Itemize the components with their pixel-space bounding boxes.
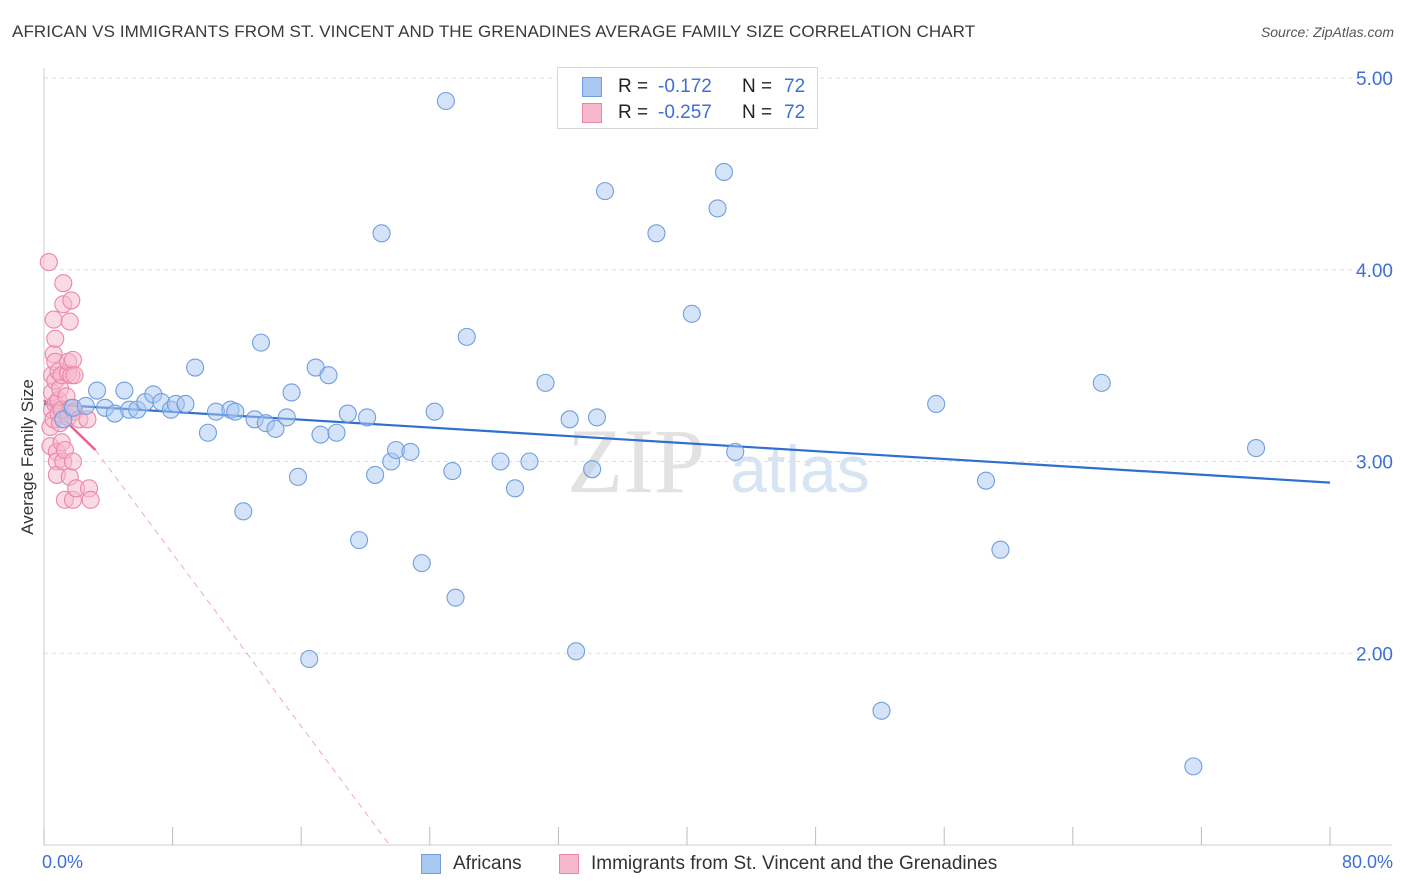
blue-point xyxy=(536,373,555,392)
blue-point xyxy=(1247,439,1266,458)
pink-points xyxy=(39,253,100,509)
blue-point xyxy=(436,91,455,111)
blue-point xyxy=(872,701,891,720)
blue-point xyxy=(366,465,385,484)
pink-point xyxy=(63,350,82,369)
blue-point xyxy=(682,304,701,323)
blue-point xyxy=(186,358,205,377)
legend-n-value: 72 xyxy=(784,102,806,123)
pink-point xyxy=(54,274,73,293)
blue-point xyxy=(198,423,218,442)
blue-point xyxy=(708,199,727,218)
bottom-legend-swatch-blue xyxy=(421,854,441,874)
blue-point xyxy=(282,383,301,402)
y-tick-label: 4.00 xyxy=(1356,261,1393,282)
blue-point xyxy=(1092,373,1111,392)
pink-trendline-extended xyxy=(95,449,391,846)
pink-point xyxy=(81,490,100,509)
blue-point xyxy=(446,588,465,607)
blue-point xyxy=(1184,757,1203,776)
blue-point xyxy=(251,333,271,352)
blue-point xyxy=(587,408,607,427)
blue-point xyxy=(457,327,476,346)
correlation-legend: R = -0.172 N = 72 R = -0.257 N = 72 xyxy=(557,67,818,129)
blue-point xyxy=(401,442,420,461)
blue-point xyxy=(412,554,431,573)
blue-point xyxy=(595,182,615,201)
y-tick-label: 5.00 xyxy=(1356,69,1393,90)
blue-point xyxy=(266,419,285,438)
blue-point xyxy=(176,394,195,414)
legend-swatch-blue xyxy=(582,77,602,97)
pink-trendline xyxy=(43,399,391,846)
legend-r-label: R = xyxy=(618,102,649,123)
bottom-legend-immigrants: Immigrants from St. Vincent and the Gren… xyxy=(559,850,997,878)
chart-source: Source: ZipAtlas.com xyxy=(1260,24,1394,40)
blue-point xyxy=(714,162,734,182)
pink-point xyxy=(60,312,79,331)
pink-point xyxy=(65,366,84,385)
legend-r-label: R = xyxy=(618,76,649,97)
blue-point xyxy=(288,467,308,486)
axes xyxy=(43,68,1392,846)
y-tick-label: 2.00 xyxy=(1356,644,1393,665)
legend-row-africans: R = -0.172 N = 72 xyxy=(582,74,805,100)
blue-point xyxy=(226,402,245,421)
pink-point xyxy=(44,310,63,329)
blue-point xyxy=(520,452,539,471)
watermark: ZIP atlas xyxy=(567,410,870,512)
pink-point xyxy=(63,452,82,471)
blue-point xyxy=(277,408,296,427)
legend-n-label: N = xyxy=(742,76,773,97)
x-tick-max: 80.0% xyxy=(1341,852,1393,872)
blue-point xyxy=(327,423,346,442)
legend-n-value: 72 xyxy=(784,76,806,97)
bottom-legend-label: Immigrants from St. Vincent and the Gren… xyxy=(591,853,998,874)
blue-point xyxy=(358,408,377,427)
bottom-legend-swatch-pink xyxy=(559,854,579,874)
blue-point xyxy=(234,502,253,521)
blue-point xyxy=(927,394,946,414)
pink-point xyxy=(46,329,65,348)
blue-point xyxy=(338,404,357,423)
bottom-legend-africans: Africans xyxy=(421,850,522,878)
blue-point xyxy=(567,642,586,661)
legend-swatch-pink xyxy=(582,103,602,123)
legend-row-immigrants: R = -0.257 N = 72 xyxy=(582,100,805,126)
blue-point xyxy=(976,471,996,490)
blue-points xyxy=(54,91,1266,776)
blue-point xyxy=(115,381,134,400)
watermark-atlas: atlas xyxy=(730,432,869,506)
blue-point xyxy=(372,224,391,243)
blue-point xyxy=(443,462,462,481)
blue-point xyxy=(425,402,444,421)
blue-point xyxy=(300,649,319,669)
y-tick-label: 3.00 xyxy=(1356,453,1393,474)
blue-point xyxy=(726,442,745,461)
blue-point xyxy=(583,460,602,479)
gridlines xyxy=(44,77,1392,654)
watermark-zip: ZIP xyxy=(567,410,705,512)
pink-point xyxy=(62,291,81,310)
chart-title: AFRICAN VS IMMIGRANTS FROM ST. VINCENT A… xyxy=(12,22,976,41)
x-tick-min: 0.0% xyxy=(42,852,84,872)
y-tick-labels: 2.00 3.00 4.00 5.00 xyxy=(1356,69,1393,665)
blue-point xyxy=(76,396,95,415)
pink-point xyxy=(39,253,58,272)
legend-r-value: -0.172 xyxy=(658,76,712,97)
y-axis-label: Average Family Size xyxy=(18,379,37,535)
blue-point xyxy=(491,452,510,471)
bottom-legend-label: Africans xyxy=(453,853,522,874)
legend-r-value: -0.257 xyxy=(658,102,712,123)
blue-point xyxy=(991,540,1010,559)
blue-point xyxy=(505,479,525,498)
blue-point xyxy=(647,224,666,243)
blue-point xyxy=(350,531,369,550)
blue-point xyxy=(87,381,107,400)
legend-n-label: N = xyxy=(742,102,773,123)
blue-point xyxy=(560,410,579,429)
blue-point xyxy=(311,425,330,444)
blue-point xyxy=(319,366,338,385)
